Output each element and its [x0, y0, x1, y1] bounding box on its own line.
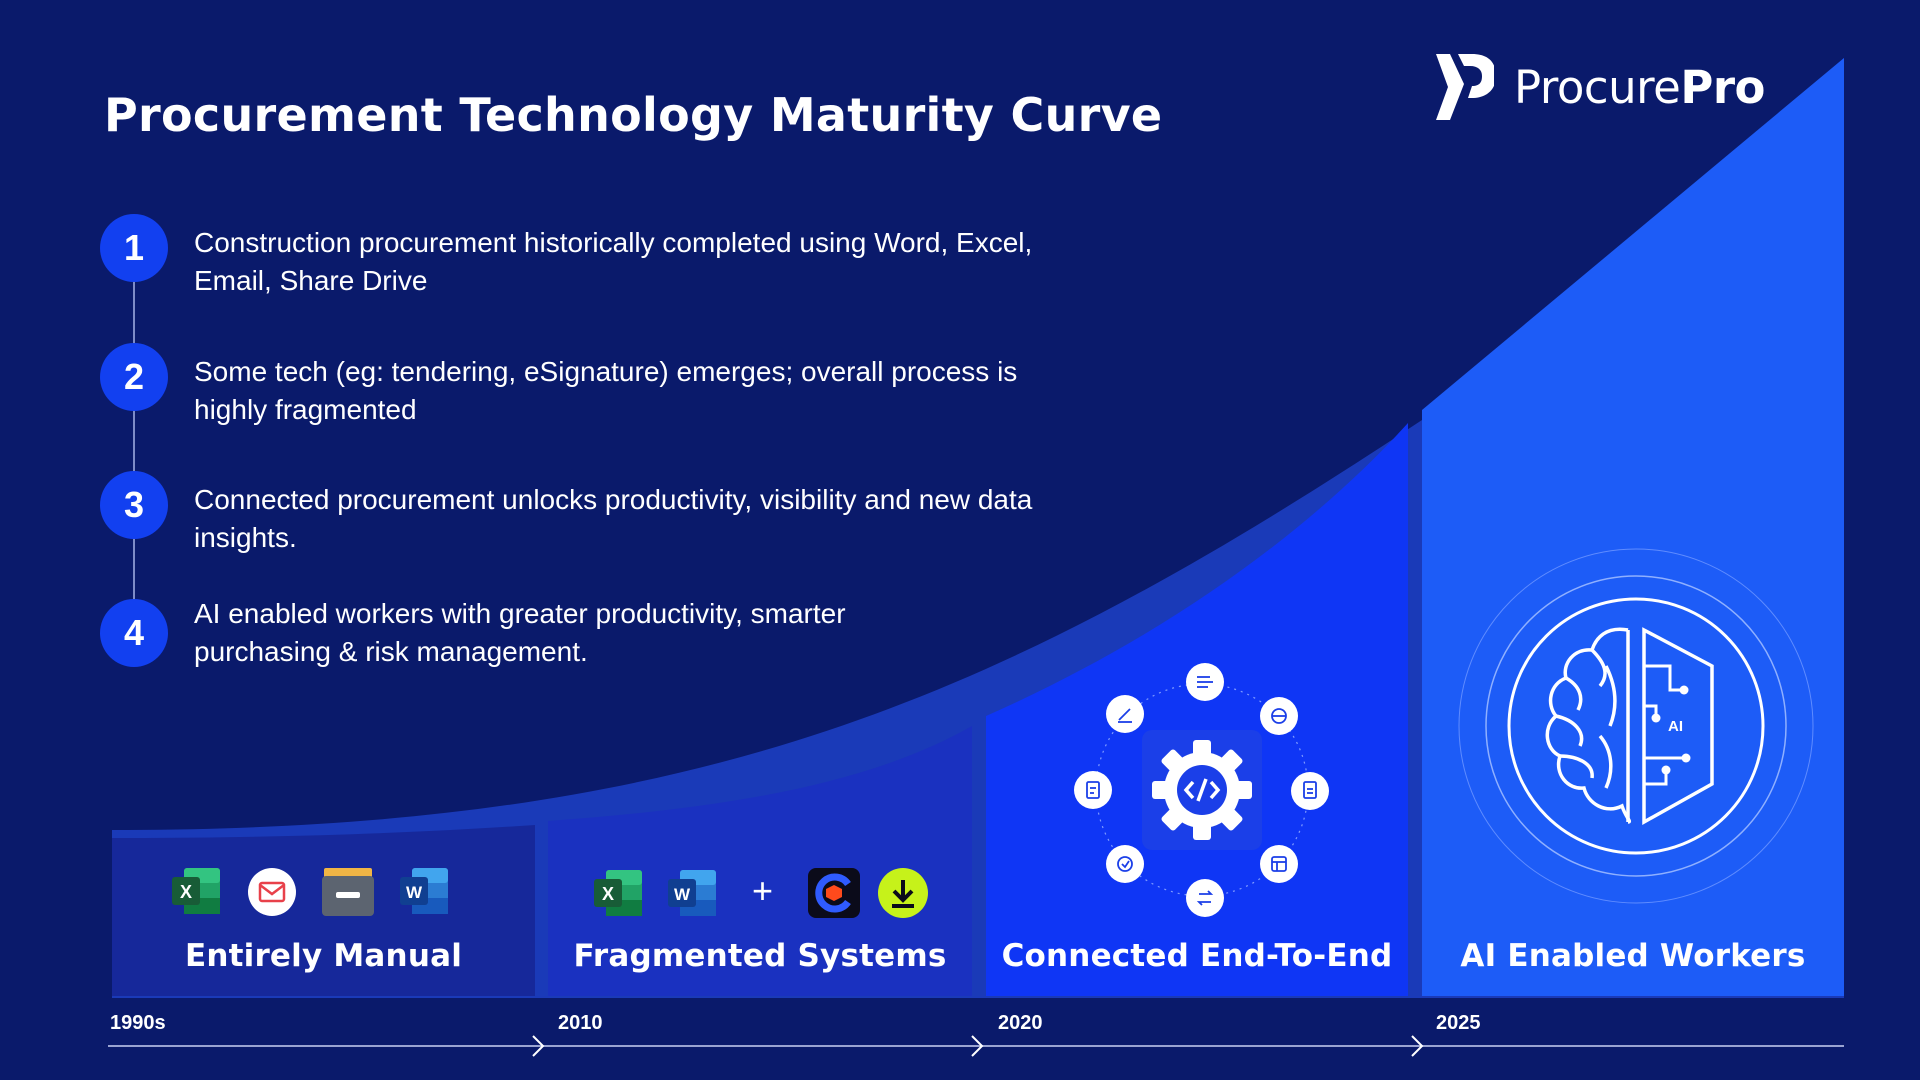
step-number: 3 [100, 471, 168, 539]
step-1: 1 Construction procurement historically … [100, 214, 1054, 300]
logo-wordmark-bold: Pro [1680, 60, 1765, 114]
drive-icon [322, 868, 374, 916]
step-3: 3 Connected procurement unlocks producti… [100, 471, 1054, 557]
timeline-arrow-1 [532, 1035, 545, 1057]
page-title: Procurement Technology Maturity Curve [104, 88, 1163, 142]
stage-label-fragmented-systems: Fragmented Systems [573, 938, 947, 974]
step-2: 2 Some tech (eg: tendering, eSignature) … [100, 343, 1054, 429]
timeline-year-2020: 2020 [998, 1012, 1043, 1034]
maturity-curve [112, 58, 1844, 998]
stage-panel-3 [986, 423, 1408, 996]
stage-label-ai-enabled-workers: AI Enabled Workers [1460, 938, 1806, 974]
svg-text:X: X [602, 884, 614, 904]
ai-chip-label: AI [1668, 718, 1683, 735]
svg-text:W: W [406, 883, 423, 902]
timeline-year-1990s: 1990s [110, 1012, 166, 1034]
step-4: 4 AI enabled workers with greater produc… [100, 598, 954, 671]
integration-gear-icon [1074, 663, 1329, 917]
stage-panel-2 [548, 726, 972, 996]
step-number: 4 [100, 599, 168, 667]
procurepro-logo-mark [1436, 54, 1494, 120]
timeline-year-2010: 2010 [558, 1012, 603, 1034]
procurepro-logo: ProcurePro [1434, 54, 1765, 120]
excel-icon: X [594, 870, 642, 916]
stage-label-connected-end-to-end: Connected End-To-End [1001, 938, 1393, 974]
word-icon: W [668, 870, 716, 916]
step-text: Some tech (eg: tendering, eSignature) em… [194, 356, 1018, 425]
step-text: Connected procurement unlocks productivi… [194, 484, 1033, 553]
step-text: Construction procurement historically co… [194, 227, 1033, 296]
timeline-arrow-3 [1411, 1035, 1424, 1057]
stage-label-entirely-manual: Entirely Manual [184, 938, 463, 974]
steps-connector-line [133, 250, 135, 630]
step-number: 2 [100, 343, 168, 411]
tender-app-icon [808, 868, 860, 918]
step-number: 1 [100, 214, 168, 282]
timeline-year-2025: 2025 [1436, 1012, 1481, 1034]
plus-icon: + [752, 870, 774, 911]
svg-text:W: W [674, 885, 691, 904]
logo-wordmark: ProcurePro [1514, 61, 1765, 114]
email-icon [248, 868, 296, 916]
svg-text:X: X [180, 882, 192, 902]
ai-brain-icon [1458, 548, 1814, 904]
download-icon [878, 868, 928, 918]
logo-wordmark-light: Procure [1514, 60, 1681, 114]
excel-icon: X [172, 868, 220, 914]
word-icon: W [400, 868, 448, 914]
stage-panel-4 [1422, 58, 1844, 996]
timeline-arrow-2 [971, 1035, 984, 1057]
step-text: AI enabled workers with greater producti… [194, 598, 846, 667]
